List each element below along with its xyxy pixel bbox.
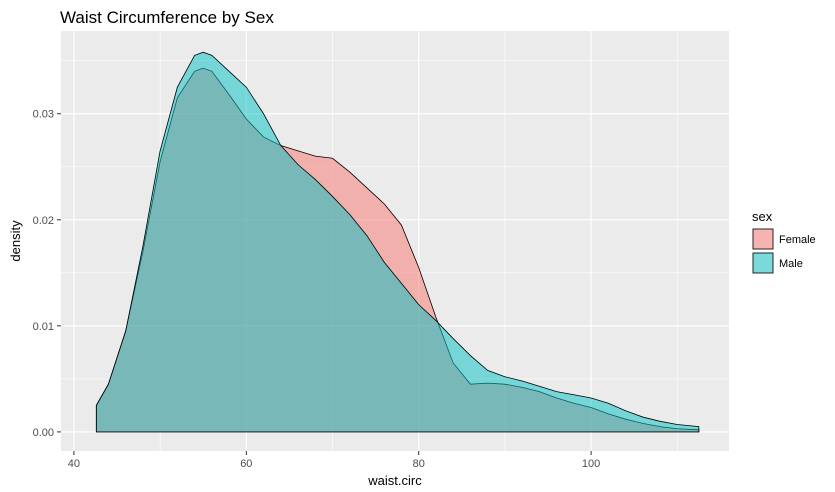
density-area-male xyxy=(95,51,700,433)
legend-label-male: Male xyxy=(779,258,803,270)
y-tick-label: 0.03 xyxy=(33,109,54,121)
x-axis-title: waist.circ xyxy=(367,473,422,488)
x-tick-label: 80 xyxy=(413,458,425,470)
legend-key-male xyxy=(752,252,774,274)
density-areas xyxy=(95,51,700,433)
y-axis: 0.00 0.01 0.02 0.03 xyxy=(33,109,61,439)
x-tick-label: 60 xyxy=(240,458,252,470)
chart-title: Waist Circumference by Sex xyxy=(60,8,274,27)
x-tick-label: 40 xyxy=(68,458,80,470)
y-tick-label: 0.00 xyxy=(33,427,54,439)
y-axis-title: density xyxy=(8,220,23,262)
legend-items: Female Male xyxy=(752,228,816,274)
x-axis: 40 60 80 100 xyxy=(68,451,600,470)
y-tick-label: 0.02 xyxy=(33,215,54,227)
legend-label-female: Female xyxy=(779,234,816,246)
y-tick-label: 0.01 xyxy=(33,321,54,333)
x-tick-label: 100 xyxy=(582,458,600,470)
legend-title: sex xyxy=(752,209,773,224)
legend: sex Female Male xyxy=(752,209,816,274)
legend-key-female xyxy=(752,228,774,250)
